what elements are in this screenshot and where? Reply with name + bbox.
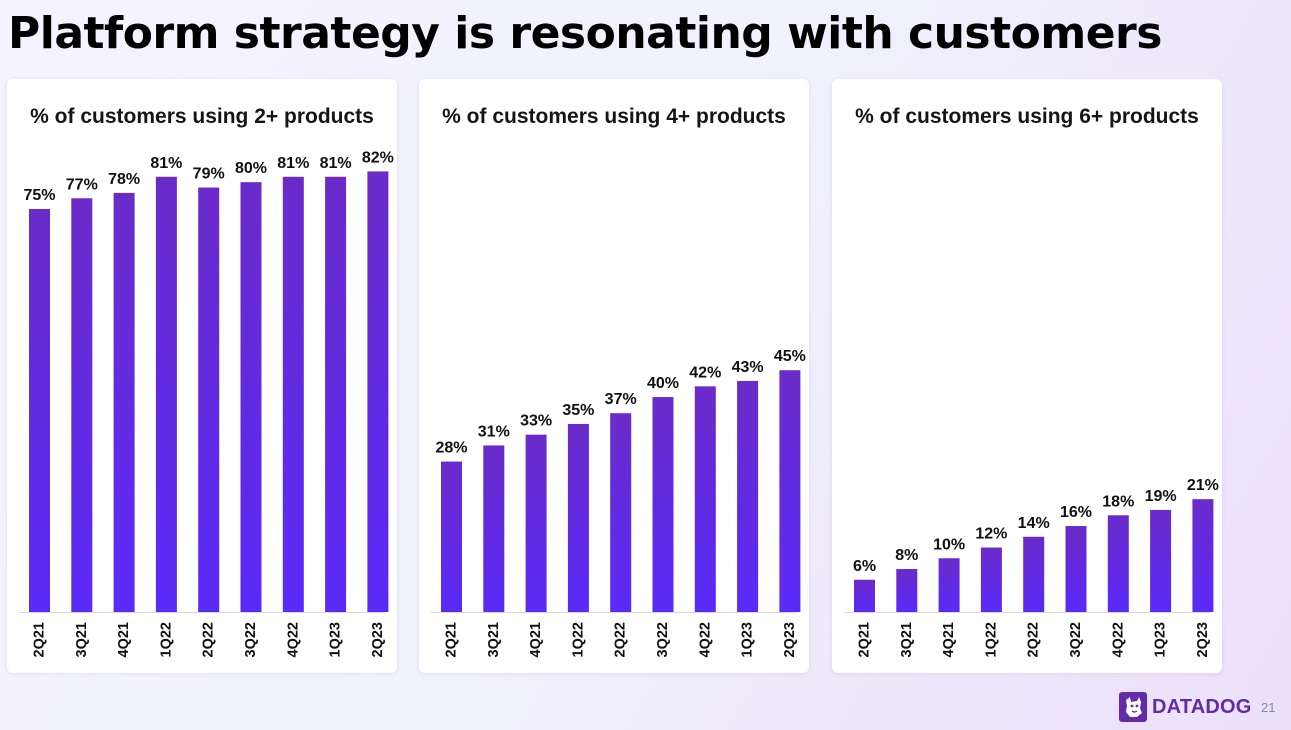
tick-label-2Q22: 2Q22: [613, 622, 629, 657]
chart-card-2-plus-products: % of customers using 2+ products 75% 2Q21…: [7, 79, 397, 673]
data-label-1Q22: 81%: [150, 155, 182, 172]
datadog-dog-icon: [1119, 692, 1147, 722]
bar-2Q23: [779, 370, 801, 612]
bar-3Q22: [240, 182, 262, 612]
tick-label-1Q23: 1Q23: [328, 622, 344, 657]
tick-label-1Q22: 1Q22: [570, 622, 586, 657]
bar-2Q23: [367, 171, 389, 612]
bar-1Q22: [155, 176, 177, 613]
tick-label-3Q21: 3Q21: [486, 622, 502, 657]
data-label-4Q22: 42%: [689, 364, 721, 381]
tick-label-4Q22: 4Q22: [697, 622, 713, 657]
tick-label-4Q22: 4Q22: [1110, 622, 1126, 657]
bar-1Q22: [567, 423, 589, 612]
data-label-4Q21: 10%: [933, 536, 965, 553]
data-label-3Q21: 31%: [478, 423, 510, 440]
tick-label-4Q21: 4Q21: [941, 622, 957, 657]
page-number: 21: [1261, 700, 1276, 715]
data-label-3Q22: 40%: [647, 375, 679, 392]
bar-4Q21: [113, 192, 135, 612]
data-label-3Q21: 77%: [66, 176, 98, 193]
data-label-2Q21: 6%: [853, 558, 876, 575]
bar-3Q21: [483, 445, 505, 612]
bar-2Q23: [1192, 499, 1214, 612]
bar-chart-2-plus-products: 75% 2Q21 77% 3Q21 78% 4Q21 81% 1Q22 79% 2Q22 80% 3Q…: [19, 149, 394, 657]
bar-chart-6-plus-products: 6% 2Q21 8% 3Q21 10% 4Q21 12% 1Q22 14% 2Q22 16% 3Q22…: [844, 477, 1219, 657]
bar-4Q22: [282, 176, 304, 613]
data-label-1Q23: 81%: [320, 155, 352, 172]
chart-title: % of customers using 6+ products: [855, 105, 1199, 128]
data-label-2Q21: 28%: [435, 440, 467, 457]
data-label-1Q22: 12%: [975, 526, 1007, 543]
datadog-wordmark: DATADOG: [1152, 695, 1252, 718]
bar-2Q22: [1023, 536, 1045, 612]
bar-1Q22: [980, 547, 1002, 612]
data-label-2Q22: 14%: [1018, 515, 1050, 532]
slide-title: Platform strategy is resonating with cus…: [8, 8, 1162, 59]
tick-label-2Q21: 2Q21: [857, 622, 873, 657]
tick-label-4Q21: 4Q21: [528, 622, 544, 657]
tick-label-3Q21: 3Q21: [74, 622, 90, 657]
tick-label-1Q23: 1Q23: [1153, 622, 1169, 657]
data-label-3Q21: 8%: [895, 547, 918, 564]
bar-3Q21: [896, 569, 918, 612]
tick-label-4Q22: 4Q22: [285, 622, 301, 657]
tick-label-2Q23: 2Q23: [370, 622, 386, 657]
bar-3Q22: [652, 397, 674, 612]
bar-4Q21: [525, 434, 547, 612]
datadog-logo: DATADOG: [1118, 690, 1252, 724]
bar-chart-4-plus-products: 28% 2Q21 31% 3Q21 33% 4Q21 35% 1Q22 37% 2Q22 40% 3Q…: [431, 348, 806, 657]
data-label-2Q23: 45%: [774, 348, 806, 365]
tick-label-3Q22: 3Q22: [243, 622, 259, 657]
bar-4Q22: [694, 386, 716, 612]
data-label-1Q23: 19%: [1145, 488, 1177, 505]
chart-title: % of customers using 4+ products: [442, 105, 786, 128]
data-label-2Q23: 82%: [362, 149, 394, 166]
bar-2Q22: [610, 413, 632, 612]
tick-label-1Q23: 1Q23: [740, 622, 756, 657]
tick-label-2Q23: 2Q23: [782, 622, 798, 657]
data-label-3Q22: 80%: [235, 160, 267, 177]
data-label-2Q22: 79%: [193, 166, 225, 183]
tick-label-1Q22: 1Q22: [158, 622, 174, 657]
bar-2Q21: [854, 579, 875, 612]
data-label-3Q22: 16%: [1060, 504, 1092, 521]
bar-1Q23: [325, 176, 347, 613]
data-label-1Q22: 35%: [562, 402, 594, 419]
chart-card-4-plus-products: % of customers using 4+ products 28% 2Q21…: [419, 79, 809, 673]
bar-2Q21: [441, 461, 462, 612]
tick-label-2Q21: 2Q21: [444, 622, 460, 657]
chart-title: % of customers using 2+ products: [30, 105, 374, 128]
tick-label-2Q22: 2Q22: [201, 622, 217, 657]
data-label-4Q22: 81%: [277, 155, 309, 172]
tick-label-2Q22: 2Q22: [1026, 622, 1042, 657]
bar-1Q23: [737, 380, 759, 612]
tick-label-2Q21: 2Q21: [32, 622, 48, 657]
tick-label-4Q21: 4Q21: [116, 622, 132, 657]
data-label-2Q21: 75%: [23, 187, 55, 204]
data-label-2Q22: 37%: [605, 391, 637, 408]
data-label-4Q22: 18%: [1102, 493, 1134, 510]
data-label-2Q23: 21%: [1187, 477, 1219, 494]
data-label-4Q21: 78%: [108, 171, 140, 188]
data-label-4Q21: 33%: [520, 413, 552, 430]
bar-1Q23: [1150, 509, 1172, 612]
bar-2Q22: [198, 187, 220, 612]
tick-label-3Q22: 3Q22: [1068, 622, 1084, 657]
tick-label-2Q23: 2Q23: [1195, 622, 1211, 657]
tick-label-3Q21: 3Q21: [899, 622, 915, 657]
chart-card-6-plus-products: % of customers using 6+ products 6% 2Q21 8…: [832, 79, 1222, 673]
bar-4Q21: [938, 558, 960, 612]
tick-label-1Q22: 1Q22: [983, 622, 999, 657]
bar-2Q21: [29, 209, 50, 612]
data-label-1Q23: 43%: [732, 359, 764, 376]
tick-label-3Q22: 3Q22: [655, 622, 671, 657]
bar-3Q21: [71, 198, 93, 612]
bar-4Q22: [1107, 515, 1129, 612]
bar-3Q22: [1065, 526, 1087, 612]
